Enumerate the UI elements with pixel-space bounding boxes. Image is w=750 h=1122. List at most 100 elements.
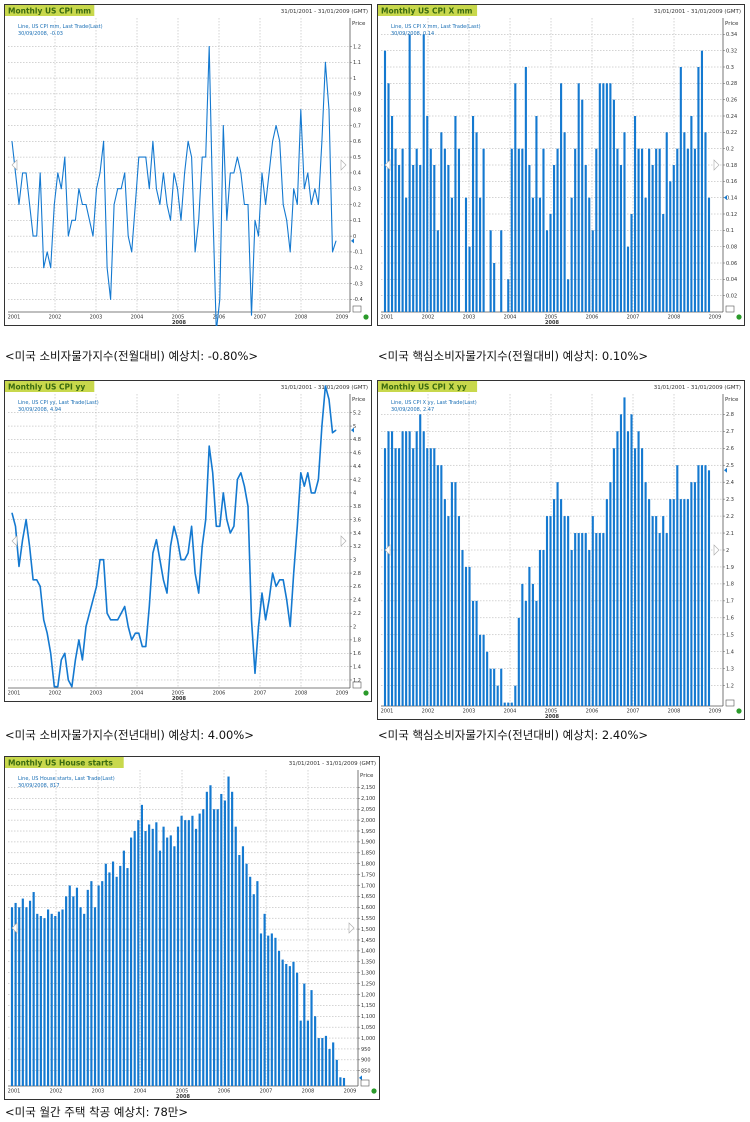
last-value-marker (724, 467, 727, 473)
data-point (64, 156, 66, 158)
bar (489, 230, 492, 312)
y-tick-label: 2.6 (726, 446, 734, 452)
chart-house-starts: Monthly US House starts 31/01/2001 - 31/0… (4, 756, 380, 1100)
data-point (279, 579, 281, 581)
bar (90, 881, 93, 1086)
bar (514, 685, 517, 706)
bar (693, 148, 696, 312)
data-point (113, 204, 115, 205)
data-point (120, 612, 122, 614)
status-dot-icon (736, 708, 742, 714)
bar (303, 983, 306, 1086)
chart-title: Monthly US CPI yy (8, 383, 85, 392)
bar (299, 1020, 302, 1086)
y-tick-label: 2.4 (353, 598, 361, 604)
bar (612, 99, 615, 313)
bar (436, 230, 439, 312)
bar (169, 835, 172, 1086)
x-tick-label: 2008 (668, 709, 681, 715)
y-tick-label: 0.06 (726, 261, 737, 267)
bar (93, 907, 97, 1086)
bar (68, 885, 71, 1086)
data-point (226, 219, 228, 221)
bar (510, 148, 513, 312)
data-point (166, 592, 168, 594)
bar (612, 448, 615, 706)
bar (241, 846, 245, 1086)
y-tick-label: 0.16 (726, 179, 737, 185)
data-point (53, 204, 55, 205)
bar (238, 854, 241, 1086)
data-point (113, 619, 115, 621)
data-point (25, 172, 27, 174)
y-tick-label: 0.9 (353, 92, 361, 98)
data-point (201, 545, 203, 547)
bar (394, 448, 397, 706)
status-dot-icon (371, 1088, 377, 1094)
bar (339, 1077, 342, 1086)
bar (507, 279, 510, 312)
bar (619, 165, 623, 312)
bar (457, 516, 461, 706)
price-axis-label: Price (725, 21, 739, 27)
bar (648, 148, 651, 312)
data-point (78, 639, 80, 641)
x-tick-label: 2004 (134, 1089, 147, 1095)
bar (422, 431, 425, 706)
chart-panel-cpi-x-mm: Monthly US CPI X mm 31/01/2001 - 31/01/20… (377, 4, 745, 326)
bar (595, 148, 598, 312)
bar (401, 148, 404, 312)
y-tick-label: 0 (353, 234, 356, 240)
bar (144, 831, 147, 1086)
data-point (177, 539, 178, 541)
bar (213, 809, 216, 1086)
bar (514, 83, 517, 312)
scroll-left-icon (384, 159, 391, 171)
y-tick-label: 1.2 (353, 678, 361, 684)
bar (630, 214, 633, 312)
bar (65, 896, 68, 1086)
bar (542, 550, 545, 706)
y-tick-label: 1.6 (726, 616, 734, 622)
y-tick-label: 1.6 (353, 651, 361, 657)
y-tick-label: 2 (353, 624, 356, 630)
data-point (134, 204, 136, 205)
caption-cpi-x-yy: <미국 핵심소비자물가지수(전년대비) 예상치: 2.40%> (378, 728, 649, 742)
zoom-box-icon (725, 305, 735, 313)
bar (419, 165, 422, 312)
y-tick-label: 0.7 (353, 123, 361, 129)
data-point (39, 586, 41, 587)
y-tick-label: 1,950 (361, 829, 375, 835)
data-point (141, 646, 143, 647)
y-tick-label: 4.4 (353, 464, 361, 470)
data-point (187, 552, 189, 554)
bar (655, 516, 658, 706)
bar (140, 804, 143, 1086)
bar (270, 933, 273, 1086)
data-point (64, 652, 66, 654)
data-point (57, 172, 59, 174)
title-tab (5, 381, 95, 392)
bar (173, 846, 176, 1086)
y-tick-label: 1.2 (726, 683, 734, 689)
bar (101, 881, 104, 1086)
y-tick-label: 3.2 (353, 544, 361, 550)
y-tick-label: 0.04 (726, 277, 737, 283)
data-point (46, 632, 48, 634)
data-point (152, 552, 154, 554)
bar (18, 907, 21, 1086)
x-tick-label: 2005 (172, 315, 185, 321)
y-tick-label: 0.18 (726, 163, 737, 169)
bar (591, 230, 594, 312)
scroll-right-icon (340, 535, 347, 547)
y-tick-label: 0.8 (353, 107, 361, 113)
bar (605, 499, 608, 706)
bar (122, 850, 125, 1086)
data-point (74, 659, 76, 661)
bar (390, 116, 394, 312)
x-tick-label: 2004 (131, 691, 144, 697)
bar (408, 34, 411, 312)
bar (676, 465, 679, 706)
bar (531, 197, 534, 312)
bar (43, 918, 46, 1086)
